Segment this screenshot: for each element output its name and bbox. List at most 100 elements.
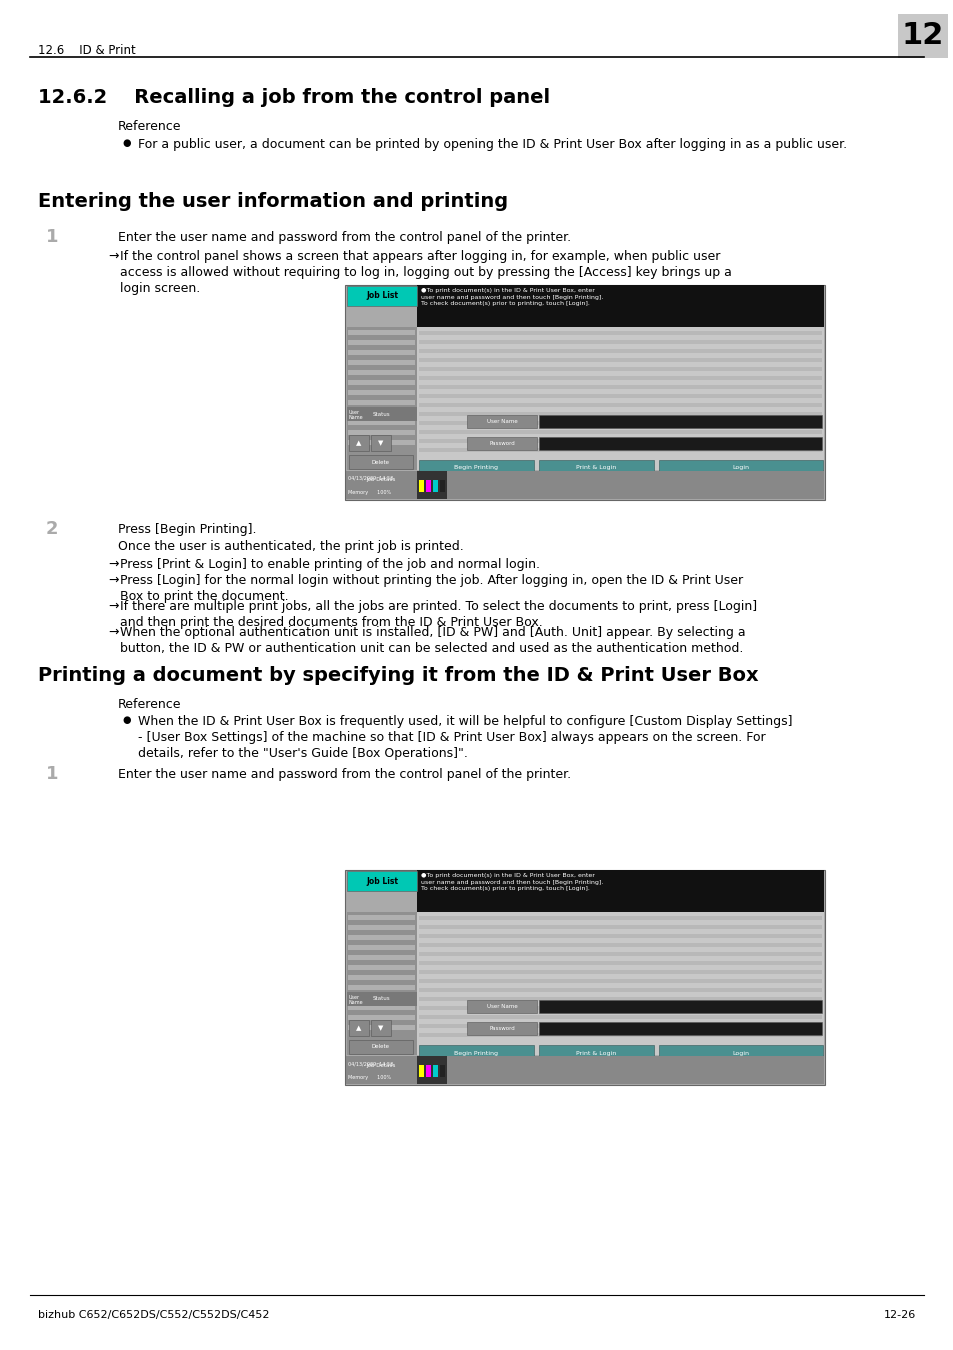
Text: ▲: ▲ [355, 1025, 361, 1031]
Bar [416, 471, 447, 500]
Bar [467, 437, 537, 450]
Bar [659, 460, 822, 477]
Bar [418, 925, 821, 929]
Bar [897, 14, 947, 58]
Text: Login: Login [732, 1050, 749, 1056]
Text: If there are multiple print jobs, all the jobs are printed. To select the docume: If there are multiple print jobs, all th… [120, 599, 757, 629]
Text: When the ID & Print User Box is frequently used, it will be helpful to configure: When the ID & Print User Box is frequent… [138, 716, 792, 760]
Bar [348, 329, 415, 335]
Bar [418, 412, 821, 416]
Bar [348, 431, 415, 435]
Text: If the control panel shows a screen that appears after logging in, for example, : If the control panel shows a screen that… [120, 250, 731, 296]
Bar [346, 471, 823, 500]
Text: →: → [108, 626, 118, 639]
Bar [467, 1000, 537, 1012]
Text: Delete: Delete [372, 1045, 390, 1049]
Bar [348, 915, 415, 919]
Bar [371, 435, 391, 451]
Text: Job List: Job List [366, 292, 397, 301]
Text: Press [Print & Login] to enable printing of the job and normal login.: Press [Print & Login] to enable printing… [120, 558, 539, 571]
Bar [347, 286, 416, 306]
Text: 12.6.2    Recalling a job from the control panel: 12.6.2 Recalling a job from the control … [38, 88, 550, 107]
Bar [348, 350, 415, 355]
Bar [348, 925, 415, 930]
Bar [418, 358, 821, 362]
Text: Printing a document by specifying it from the ID & Print User Box: Printing a document by specifying it fro… [38, 666, 758, 684]
Bar [418, 404, 821, 406]
Bar [348, 420, 415, 425]
Bar [348, 965, 415, 971]
Bar [538, 437, 821, 450]
Bar [348, 400, 415, 405]
Bar [349, 1058, 413, 1072]
Bar [347, 992, 416, 1006]
Bar [433, 481, 437, 491]
Bar [348, 440, 415, 446]
Bar [538, 1022, 821, 1035]
Bar [418, 1025, 821, 1027]
Text: →: → [108, 574, 118, 587]
Text: ▼: ▼ [378, 1025, 383, 1031]
Text: Memory      100%: Memory 100% [348, 1075, 391, 1080]
Bar [418, 988, 821, 992]
Bar [348, 1004, 415, 1010]
Bar [347, 327, 416, 470]
Text: Reference: Reference [118, 698, 181, 711]
Bar [418, 1015, 821, 1019]
Bar [538, 1045, 654, 1061]
Bar [659, 1045, 822, 1061]
Bar [349, 1021, 369, 1035]
Text: User Name: User Name [486, 1004, 517, 1008]
Text: 1: 1 [46, 765, 58, 783]
Text: →: → [108, 250, 118, 263]
Text: User
Name: User Name [349, 410, 363, 420]
Text: Entering the user information and printing: Entering the user information and printi… [38, 192, 508, 211]
Text: Enter the user name and password from the control panel of the printer.: Enter the user name and password from th… [118, 231, 571, 244]
Bar [418, 944, 821, 946]
Bar [349, 455, 413, 468]
Bar [467, 414, 537, 428]
Text: 12-26: 12-26 [882, 1310, 915, 1320]
Text: Job Details: Job Details [366, 1062, 395, 1068]
Text: 2: 2 [46, 520, 58, 539]
Bar [418, 331, 821, 335]
Bar [418, 952, 821, 956]
Bar [538, 414, 821, 428]
Bar [538, 460, 654, 477]
Bar [418, 340, 821, 344]
Bar [345, 869, 824, 1085]
Text: Memory      100%: Memory 100% [348, 490, 391, 495]
Bar [416, 913, 823, 1054]
Bar [418, 385, 821, 389]
Text: ▲: ▲ [355, 440, 361, 446]
Text: →: → [108, 558, 118, 571]
Text: User Name: User Name [486, 418, 517, 424]
Text: ●To print document(s) in the ID & Print User Box, enter
user name and password a: ●To print document(s) in the ID & Print … [420, 873, 602, 891]
Bar [348, 986, 415, 990]
Bar [348, 379, 415, 385]
Text: Password: Password [489, 1026, 515, 1031]
Bar [418, 934, 821, 938]
Bar [348, 390, 415, 396]
Bar [426, 481, 431, 491]
Bar [418, 377, 821, 379]
Bar [349, 472, 413, 487]
Bar [418, 431, 821, 433]
Text: Delete: Delete [372, 459, 390, 464]
Text: ●: ● [122, 716, 131, 725]
Bar [416, 869, 823, 913]
Bar [348, 360, 415, 365]
Text: ●To print document(s) in the ID & Print User Box, enter
user name and password a: ●To print document(s) in the ID & Print … [420, 288, 602, 306]
Bar [348, 1015, 415, 1021]
Bar [346, 1056, 823, 1084]
Text: Password: Password [489, 441, 515, 446]
Bar [418, 367, 821, 371]
Text: Begin Printing: Begin Printing [454, 1050, 497, 1056]
Text: Press [Begin Printing].: Press [Begin Printing]. [118, 522, 256, 536]
Text: Enter the user name and password from the control panel of the printer.: Enter the user name and password from th… [118, 768, 571, 782]
Text: For a public user, a document can be printed by opening the ID & Print User Box : For a public user, a document can be pri… [138, 138, 846, 151]
Bar [418, 979, 821, 983]
Bar [349, 1040, 413, 1054]
Bar [348, 995, 415, 1000]
Text: 12: 12 [901, 22, 943, 50]
